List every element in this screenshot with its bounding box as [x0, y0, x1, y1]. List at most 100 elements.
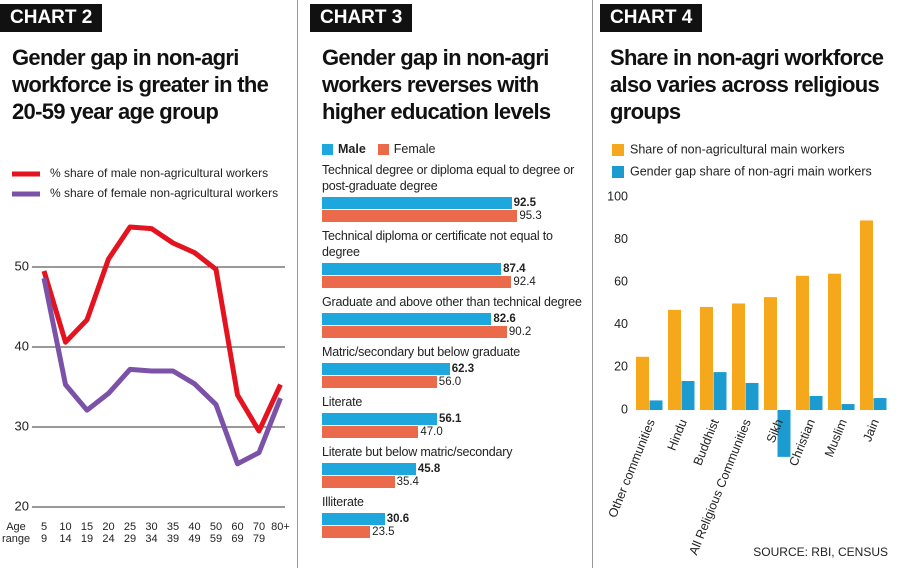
value-label: 56.1	[439, 413, 462, 425]
x-tick-label: Other communities	[606, 417, 658, 520]
hbar-chart: Male Female Technical degree or diploma eq…	[322, 142, 590, 544]
bar-row: 56.1	[322, 413, 590, 425]
x-tick-label: All Religious Communities	[686, 417, 753, 557]
bar-group: 56.1 47.0	[322, 413, 590, 438]
x-tick-label: 15 19	[80, 521, 94, 545]
x-tick-label: Hindu	[665, 417, 690, 453]
value-label: 87.4	[503, 263, 526, 275]
value-label: 90.2	[508, 326, 532, 338]
y-tick-label: 40	[614, 317, 628, 331]
value-label: 30.6	[386, 513, 410, 525]
source: SOURCE: RBI, CENSUS	[753, 545, 888, 559]
x-tick-label: 40 49	[188, 521, 201, 545]
y-tick-label: 20	[15, 498, 29, 513]
bar	[700, 306, 713, 411]
x-tick-label: 25 29	[123, 521, 137, 545]
legend-label: % share of female non-agricultural worke…	[50, 186, 278, 200]
bar	[777, 410, 791, 457]
y-tick-label: 50	[15, 258, 29, 273]
bar	[322, 197, 512, 209]
category-label: Illiterate	[322, 495, 364, 509]
bar	[322, 526, 371, 538]
bar	[322, 463, 416, 475]
value-label: 82.6	[493, 313, 516, 325]
x-tick-label: 50 59	[209, 521, 223, 545]
legend-swatch	[322, 143, 333, 155]
x-tick-label: 20 24	[102, 521, 115, 545]
bar-row: 23.5	[322, 526, 590, 538]
bar-row: 56.0	[322, 376, 590, 388]
line-series	[41, 277, 283, 467]
bar-row: 92.4	[322, 276, 590, 288]
bar	[322, 513, 385, 525]
bar-row: 95.3	[322, 210, 590, 222]
value-label: 45.8	[417, 463, 441, 475]
x-tick-label: 5 9	[40, 521, 48, 545]
bar	[713, 372, 727, 411]
bar	[322, 426, 419, 438]
bar	[322, 210, 518, 222]
chart-label: CHART 2	[0, 4, 103, 32]
y-tick-label: 40	[15, 338, 29, 353]
category-label: Technical diploma or certificate not equ…	[322, 229, 553, 259]
value-label: 23.5	[372, 526, 395, 538]
x-tick-label: 70 79	[252, 521, 266, 545]
legend-label: Share of non-agricultural main workers	[630, 142, 845, 156]
bar-row: 92.5	[322, 197, 590, 209]
x-tick-label: 10 14	[59, 521, 72, 545]
x-tick-label: 80+	[271, 521, 290, 533]
bar	[860, 220, 873, 411]
x-tick-label: 60 69	[231, 521, 244, 545]
bar-group: 82.6 90.2	[322, 313, 590, 338]
y-tick-label: 0	[621, 402, 628, 416]
bar-row: 35.4	[322, 476, 590, 488]
chart-title: Gender gap in non-agri workers reverses …	[322, 45, 551, 124]
bar-group: 62.3 56.0	[322, 363, 590, 388]
bar	[745, 382, 759, 411]
bar	[322, 276, 512, 288]
line-series	[41, 224, 283, 434]
bar	[841, 404, 855, 411]
bar-row: 90.2	[322, 326, 590, 338]
bar	[636, 356, 649, 411]
x-tick-label: Jain	[860, 417, 882, 444]
legend: Male Female	[322, 142, 590, 156]
chart-title: Share in non-agri workforce also varies …	[610, 45, 884, 124]
category-label: Literate	[322, 395, 363, 409]
y-tick-label: 30	[15, 418, 29, 433]
bar	[764, 297, 777, 411]
bar-row: 30.6	[322, 513, 590, 525]
separator	[297, 0, 298, 568]
bar	[809, 395, 823, 411]
legend-swatch	[377, 143, 389, 155]
x-tick-label: Buddhist	[691, 417, 722, 468]
separator	[592, 0, 593, 568]
bar	[796, 275, 809, 411]
category-label: Literate but below matric/secondary	[322, 445, 513, 459]
value-label: 56.0	[438, 376, 462, 388]
x-tick-label: 35 39	[166, 521, 180, 545]
category-label: Technical degree or diploma equal to deg…	[322, 163, 575, 193]
bar	[322, 263, 502, 275]
x-tick-label: 30 34	[145, 521, 158, 545]
bar	[322, 376, 437, 388]
y-tick-label: 60	[614, 275, 628, 289]
legend-swatch	[612, 166, 624, 178]
bar	[322, 413, 437, 425]
y-tick-label: 20	[614, 360, 628, 374]
legend-label: Gender gap share of non-agri main worker…	[630, 164, 872, 178]
bar	[873, 398, 887, 411]
category-label: Matric/secondary but below graduate	[322, 345, 520, 359]
bar	[681, 381, 695, 411]
legend-swatch	[612, 144, 624, 156]
x-axis-label: Age range	[1, 521, 31, 545]
value-label: 62.3	[451, 363, 475, 375]
bar	[322, 326, 507, 338]
bar-group: 30.6 23.5	[322, 513, 590, 538]
bar	[828, 273, 841, 411]
value-label: 47.0	[420, 426, 443, 438]
bar	[668, 309, 681, 411]
bar	[322, 363, 450, 375]
